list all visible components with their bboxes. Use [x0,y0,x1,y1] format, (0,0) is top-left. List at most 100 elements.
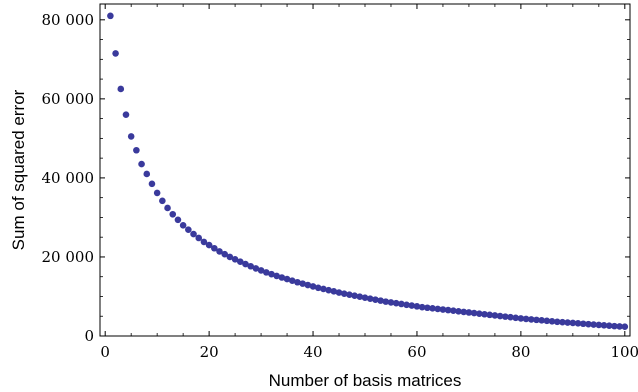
data-point [159,197,166,205]
data-point [278,274,286,281]
data-point [429,305,436,312]
data-point [288,277,296,284]
data-point [590,321,597,328]
data-point [439,306,447,313]
y-tick-label: 60 000 [42,90,95,108]
data-point [200,238,208,246]
y-tick-label: 80 000 [42,11,95,29]
data-point [465,309,473,316]
x-tick-label: 60 [407,343,426,361]
data-point [595,321,603,329]
data-point [247,262,254,270]
data-point [424,304,431,312]
data-point [330,288,338,295]
data-point [418,303,426,311]
data-point [226,253,234,261]
data-point [138,160,145,168]
data-point [501,313,509,320]
data-point [538,317,545,324]
data-point [548,317,556,325]
data-point [470,309,478,317]
data-point [257,267,265,274]
data-point [512,314,519,322]
data-point [340,290,348,298]
data-point [335,289,343,296]
x-tick-label: 80 [511,343,530,361]
data-point [527,316,535,323]
data-point [252,265,260,272]
data-point [268,270,275,278]
data-point [216,248,223,255]
data-point [543,317,551,325]
data-point [600,322,608,329]
x-tick-label: 100 [610,343,638,361]
data-point [221,250,229,258]
data-point [481,310,488,318]
data-point [491,312,499,319]
data-point [496,312,504,320]
data-point [299,280,306,287]
data-point [148,180,156,188]
y-tick-label: 40 000 [42,169,95,187]
data-point [585,320,592,328]
data-point [444,306,452,314]
data-point [564,319,571,326]
data-point [522,315,530,323]
data-point [616,323,623,330]
data-point [143,170,151,178]
data-point [273,272,280,280]
data-point [476,310,483,317]
data-point [507,313,514,321]
y-tick-label: 20 000 [42,248,95,266]
data-point [346,291,353,298]
data-point [574,320,582,327]
data-point [164,204,171,212]
data-point [356,293,364,300]
data-point [122,111,130,118]
data-point [382,298,390,305]
data-point [117,85,125,93]
data-point [403,301,410,309]
data-point [325,286,332,294]
data-point [569,319,577,327]
data-point [236,258,244,265]
data-point [450,307,457,315]
data-point [262,269,270,276]
data-point [304,281,312,289]
data-point [372,296,379,303]
data-point [408,302,416,309]
y-tick-label: 0 [84,327,94,345]
data-point [314,284,322,292]
data-point [351,292,358,299]
data-point [517,315,525,322]
data-point [361,294,369,301]
data-point [579,320,587,328]
data-point [366,295,374,302]
data-point [190,230,197,238]
data-point [455,307,462,315]
data-point [377,297,384,304]
data-point [605,322,613,330]
data-point [195,234,203,242]
x-tick-label: 0 [100,343,110,361]
data-point [611,322,618,330]
data-point [559,318,566,326]
data-point [205,241,213,249]
plot-frame [99,3,631,337]
data-point [387,299,395,306]
x-axis-ticks: 0 20 40 60 80 100 [100,4,638,361]
x-tick-label: 20 [200,343,219,361]
data-point [211,244,218,252]
data-point [486,311,494,319]
data-point [107,12,114,20]
data-point [533,316,540,324]
data-point [127,133,135,140]
data-point [413,303,421,310]
data-point [174,216,182,224]
data-point [169,210,177,218]
data-point [231,256,239,263]
data-point [179,222,187,229]
data-point [133,146,140,154]
y-axis-ticks: 0 20 000 40 000 60 000 80 000 [42,11,630,345]
x-axis-label: Number of basis matrices [269,371,462,390]
